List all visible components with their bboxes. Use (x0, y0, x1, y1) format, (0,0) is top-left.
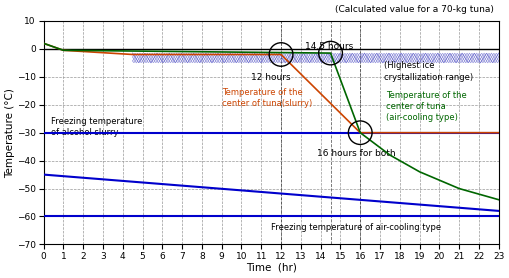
Text: Freezing temperature
of alcohol slurry: Freezing temperature of alcohol slurry (51, 117, 143, 137)
Text: (Calculated value for a 70-kg tuna): (Calculated value for a 70-kg tuna) (335, 5, 493, 14)
Text: Temperature of the
center of tuna
(air-cooling type): Temperature of the center of tuna (air-c… (385, 91, 466, 122)
X-axis label: Time  (hr): Time (hr) (245, 262, 296, 272)
Text: 12 hours: 12 hours (251, 73, 291, 82)
Text: (Highest ice
crystallization range): (Highest ice crystallization range) (383, 61, 472, 81)
Text: 16 hours for both: 16 hours for both (316, 150, 394, 158)
Text: Freezing temperature of air-cooling type: Freezing temperature of air-cooling type (271, 224, 440, 232)
Text: 14.5 hours: 14.5 hours (304, 42, 352, 51)
Text: Temperature of the
center of tuna(slurry): Temperature of the center of tuna(slurry… (221, 88, 312, 108)
Y-axis label: Temperature (°C): Temperature (°C) (6, 88, 16, 178)
